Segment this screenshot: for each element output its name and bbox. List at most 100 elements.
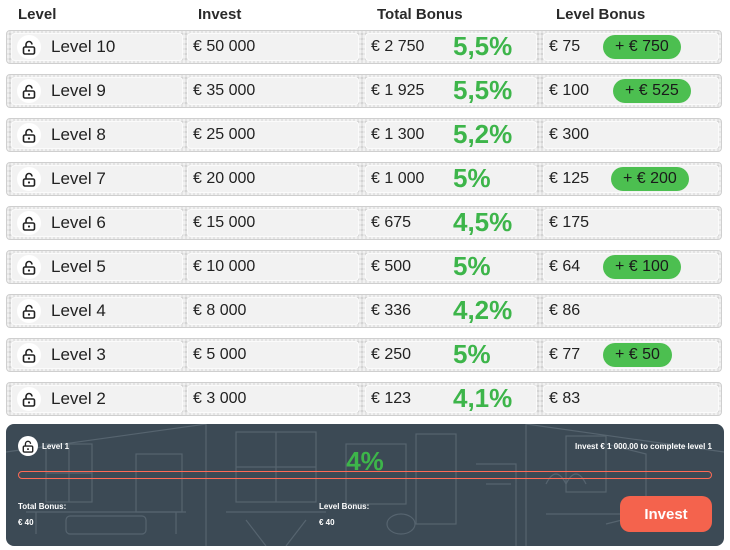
total-bonus-cell: € 675 4,5% bbox=[365, 207, 537, 237]
total-bonus-amount: € 123 bbox=[371, 390, 412, 407]
invest-amount: € 50 000 bbox=[193, 38, 256, 55]
level-row: Level 5 € 10 000 € 500 5% € 64 + € 100 bbox=[6, 250, 722, 284]
invest-cell: € 8 000 bbox=[187, 297, 359, 325]
lock-open-icon bbox=[17, 167, 41, 191]
total-bonus-cell: € 2 750 5,5% bbox=[365, 31, 537, 61]
level-cell: Level 2 bbox=[11, 385, 183, 413]
bonus-percent: 4,1% bbox=[453, 383, 513, 413]
level-progress-bar bbox=[18, 471, 712, 479]
level-status-text: Invest € 1 000.00 to complete level 1 bbox=[575, 442, 712, 451]
level-cell: Level 6 bbox=[11, 209, 183, 237]
total-bonus-amount: € 1 925 bbox=[371, 82, 425, 99]
invest-cell: € 15 000 bbox=[187, 209, 359, 237]
level-bonus-cell: € 100 + € 525 bbox=[543, 77, 719, 105]
lock-open-icon bbox=[17, 299, 41, 323]
total-bonus-cell: € 250 5% bbox=[365, 339, 537, 369]
invest-amount: € 3 000 bbox=[193, 390, 247, 407]
level-bonus-amount: € 75 bbox=[549, 38, 581, 55]
total-bonus-amount: € 1 000 bbox=[371, 170, 425, 187]
extra-bonus-badge: + € 200 bbox=[611, 167, 689, 191]
header-level-bonus: Level Bonus bbox=[556, 6, 646, 23]
total-bonus-cell: € 1 000 5% bbox=[365, 163, 537, 193]
total-bonus-amount: € 1 300 bbox=[371, 126, 425, 143]
lock-open-icon bbox=[17, 211, 41, 235]
invest-button[interactable]: Invest bbox=[620, 496, 712, 532]
invest-amount: € 35 000 bbox=[193, 82, 256, 99]
header-total-bonus: Total Bonus bbox=[377, 6, 463, 23]
invest-amount: € 5 000 bbox=[193, 346, 247, 363]
current-level-label: Level 1 bbox=[42, 442, 70, 451]
invest-amount: € 25 000 bbox=[193, 126, 256, 143]
level-row: Level 4 € 8 000 € 336 4,2% € 86 bbox=[6, 294, 722, 328]
level-label: Level 8 bbox=[51, 125, 106, 144]
total-bonus-cell: € 500 5% bbox=[365, 251, 537, 281]
bonus-percent: 4,2% bbox=[453, 295, 513, 325]
level-bonus-amount: € 86 bbox=[549, 302, 581, 319]
level-bonus-cell: € 75 + € 750 bbox=[543, 33, 719, 61]
level-row: Level 7 € 20 000 € 1 000 5% € 125 + € 20… bbox=[6, 162, 722, 196]
level-bonus-cell: € 300 bbox=[543, 121, 719, 149]
level-label: Level 5 bbox=[51, 257, 106, 276]
total-bonus-amount: € 2 750 bbox=[371, 38, 425, 55]
level-row: Level 10 € 50 000 € 2 750 5,5% € 75 + € … bbox=[6, 30, 722, 64]
level-label: Level 9 bbox=[51, 81, 106, 100]
lock-open-icon bbox=[17, 343, 41, 367]
extra-bonus-badge: + € 750 bbox=[603, 35, 681, 59]
lock-open-icon bbox=[17, 35, 41, 59]
total-bonus-cell: € 1 300 5,2% bbox=[365, 119, 537, 149]
level-bonus-amount: € 125 bbox=[549, 170, 590, 187]
level-cell: Level 8 bbox=[11, 121, 183, 149]
invest-cell: € 25 000 bbox=[187, 121, 359, 149]
extra-bonus-badge: + € 525 bbox=[613, 79, 691, 103]
bonus-percent: 5% bbox=[453, 339, 491, 369]
level-cell: Level 5 bbox=[11, 253, 183, 281]
bonus-percent: 4,5% bbox=[453, 207, 513, 237]
level-bonus-cell: € 86 bbox=[543, 297, 719, 325]
lock-open-icon bbox=[17, 79, 41, 103]
invest-cell: € 20 000 bbox=[187, 165, 359, 193]
level-bonus-amount: € 300 bbox=[549, 126, 590, 143]
bonus-percent: 5,5% bbox=[453, 31, 513, 61]
level-label: Level 6 bbox=[51, 213, 106, 232]
lock-open-icon bbox=[17, 123, 41, 147]
invest-cell: € 50 000 bbox=[187, 33, 359, 61]
level-label: Level 3 bbox=[51, 345, 106, 364]
table-header: Level Invest Total Bonus Level Bonus bbox=[0, 0, 730, 28]
header-invest: Invest bbox=[198, 6, 242, 23]
level-row: Level 2 € 3 000 € 123 4,1% € 83 bbox=[6, 382, 722, 416]
header-level: Level bbox=[18, 6, 57, 23]
level-label: Level 10 bbox=[51, 37, 116, 56]
level-cell: Level 7 bbox=[11, 165, 183, 193]
level-cell: Level 10 bbox=[11, 33, 183, 61]
level-label: Level 4 bbox=[51, 301, 106, 320]
level-bonus-cell: € 175 bbox=[543, 209, 719, 237]
extra-bonus-badge: + € 50 bbox=[603, 343, 672, 367]
bonus-percent: 5% bbox=[453, 251, 491, 281]
level-bonus-amount: € 83 bbox=[549, 390, 581, 407]
bonus-percent: 5% bbox=[453, 163, 491, 193]
invest-amount: € 10 000 bbox=[193, 258, 256, 275]
level-bonus-amount: € 64 bbox=[549, 258, 581, 275]
level-label: Level 2 bbox=[51, 389, 106, 408]
invest-cell: € 3 000 bbox=[187, 385, 359, 413]
level-cell: Level 9 bbox=[11, 77, 183, 105]
level-bonus-cell: € 64 + € 100 bbox=[543, 253, 719, 281]
level-bonus-amount: € 175 bbox=[549, 214, 590, 231]
level-bonus-amount: € 77 bbox=[549, 346, 581, 363]
level-label: Level 7 bbox=[51, 169, 106, 188]
lock-open-icon bbox=[18, 436, 38, 456]
extra-bonus-badge: + € 100 bbox=[603, 255, 681, 279]
invest-cell: € 5 000 bbox=[187, 341, 359, 369]
total-bonus-cell: € 1 925 5,5% bbox=[365, 75, 537, 105]
current-level-panel: Level 1 Invest € 1 000.00 to complete le… bbox=[6, 424, 724, 546]
level-row: Level 9 € 35 000 € 1 925 5,5% € 100 + € … bbox=[6, 74, 722, 108]
lock-open-icon bbox=[17, 387, 41, 411]
level-row: Level 8 € 25 000 € 1 300 5,2% € 300 bbox=[6, 118, 722, 152]
bonus-percent: 5,5% bbox=[453, 75, 513, 105]
invest-amount: € 15 000 bbox=[193, 214, 256, 231]
invest-cell: € 10 000 bbox=[187, 253, 359, 281]
level-bonus-value: € 40 bbox=[319, 518, 335, 527]
level-bonus-cell: € 125 + € 200 bbox=[543, 165, 719, 193]
invest-amount: € 20 000 bbox=[193, 170, 256, 187]
total-bonus-amount: € 250 bbox=[371, 346, 412, 363]
